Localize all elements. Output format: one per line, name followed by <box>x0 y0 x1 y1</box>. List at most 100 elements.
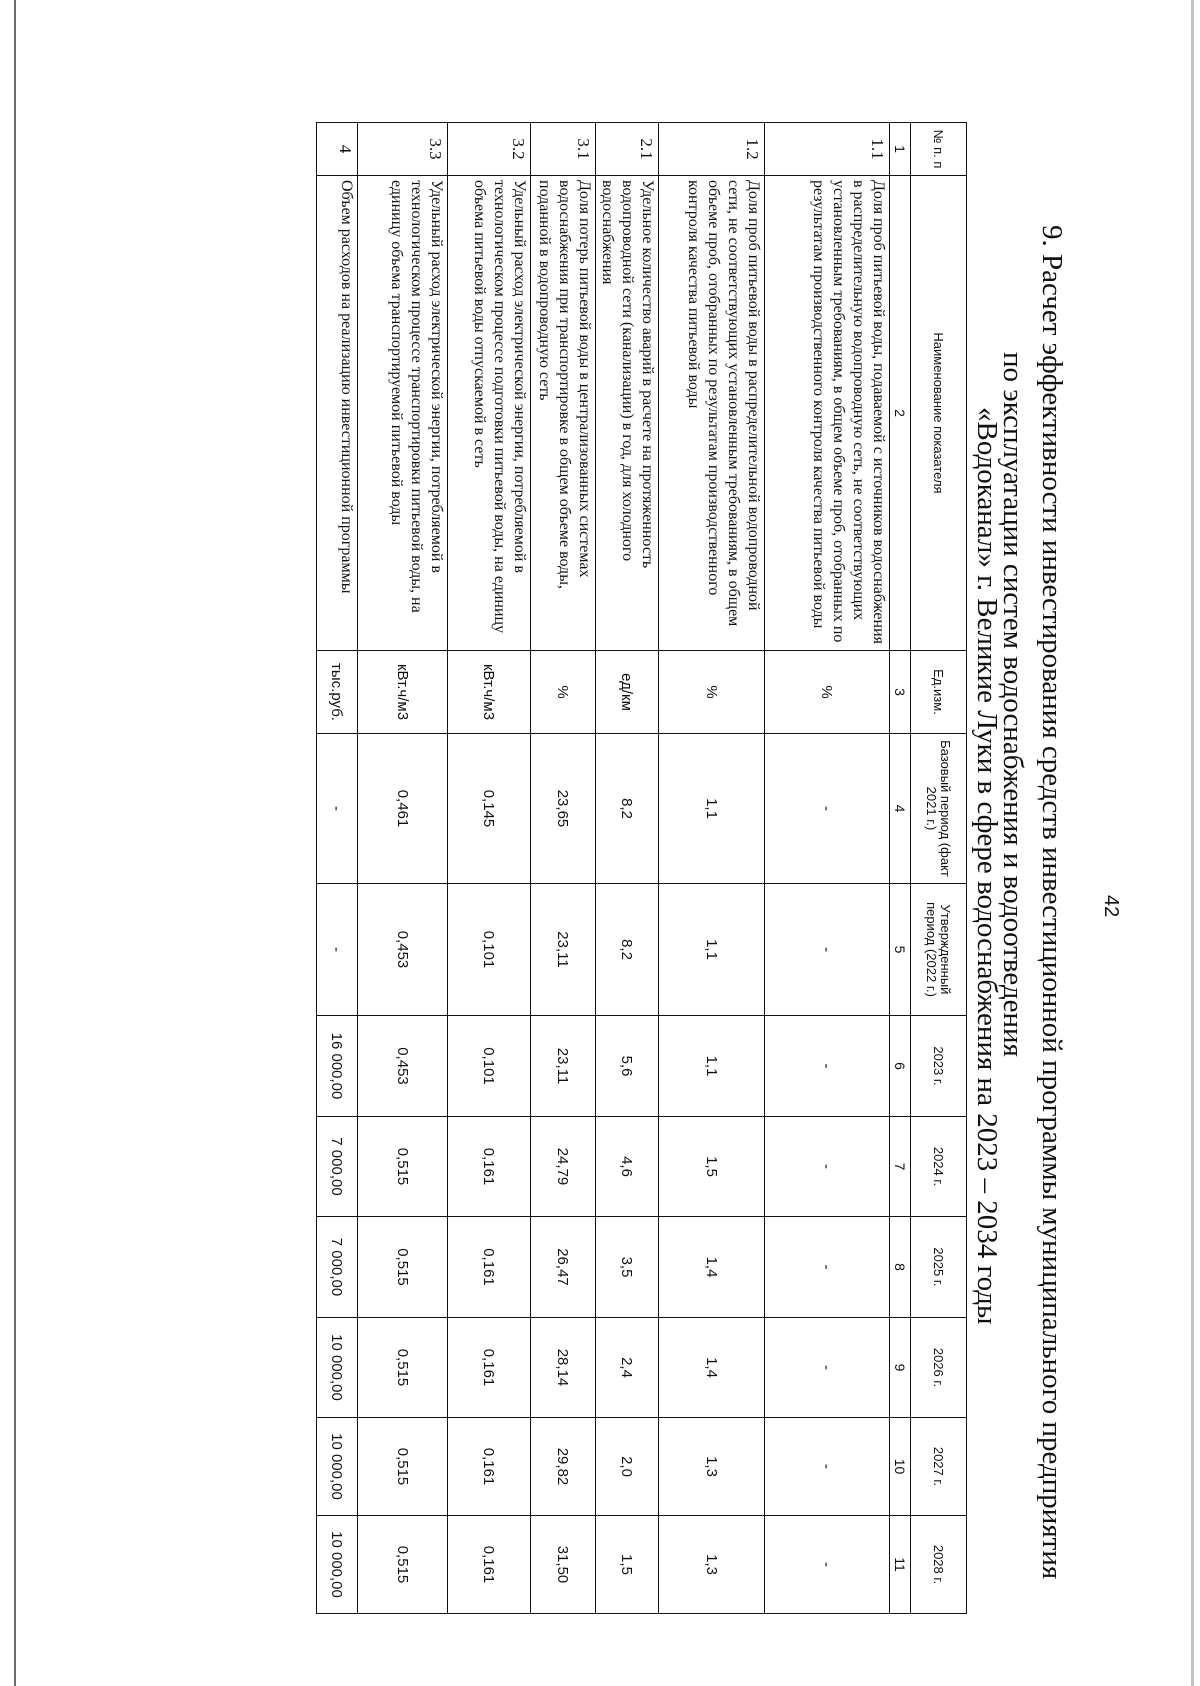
value-cell: 1,4 <box>658 1216 765 1318</box>
value-cell: 8,2 <box>595 883 659 1016</box>
table-row: 1.1 Доля проб питьевой воды, подаваемой с… <box>764 122 890 1614</box>
unit: % <box>764 650 890 734</box>
column-number: 1 <box>889 122 911 176</box>
value-cell: 10 000,00 <box>316 1317 358 1418</box>
scan-edge <box>14 0 16 1686</box>
column-number: 9 <box>889 1317 911 1418</box>
value-cell: 23,11 <box>530 1015 596 1117</box>
value-cell: 16 000,00 <box>316 1015 358 1117</box>
value-cell: 28,14 <box>530 1317 596 1418</box>
row-number: 1.2 <box>658 122 765 176</box>
value-cell: 0,515 <box>357 1216 448 1318</box>
value-cell: - <box>764 1015 890 1117</box>
indicator-name: Доля проб питьевой воды в распределитель… <box>658 175 765 651</box>
value-cell: - <box>316 883 358 1016</box>
column-number: 5 <box>889 883 911 1016</box>
indicator-name: Объем расходов на реализацию инвестицион… <box>316 175 358 651</box>
value-cell: 8,2 <box>595 733 659 884</box>
value-cell: 1,1 <box>658 733 765 884</box>
value-cell: - <box>764 1216 890 1318</box>
value-cell: 1,1 <box>658 883 765 1016</box>
value-cell: 3,5 <box>595 1216 659 1318</box>
column-number: 10 <box>889 1417 911 1516</box>
value-cell: 10 000,00 <box>316 1417 358 1516</box>
title-line-3: «Водоканал» г. Великие Луки в сфере водо… <box>971 407 1003 1325</box>
column-header: 2025 г. <box>910 1216 967 1318</box>
value-cell: 29,82 <box>530 1417 596 1516</box>
value-cell: 0,161 <box>447 1515 531 1614</box>
indicator-name: Удельный расход электрической энергии, п… <box>447 175 531 651</box>
row-number: 3.2 <box>447 122 531 176</box>
column-header: Ед.изм. <box>910 650 967 734</box>
column-header: 2027 г. <box>910 1417 967 1516</box>
column-header: 2028 г. <box>910 1515 967 1614</box>
unit: ед/км <box>595 650 659 734</box>
value-cell: 0,145 <box>447 733 531 884</box>
value-cell: 1,3 <box>658 1417 765 1516</box>
value-cell: 1,5 <box>595 1515 659 1614</box>
column-header: 2026 г. <box>910 1317 967 1418</box>
row-number: 1.1 <box>764 122 890 176</box>
value-cell: 24,79 <box>530 1116 596 1217</box>
value-cell: 0,161 <box>447 1116 531 1217</box>
page-number: 42 <box>1100 895 1122 918</box>
value-cell: 0,161 <box>447 1317 531 1418</box>
value-cell: - <box>764 883 890 1016</box>
column-header: 2023 г. <box>910 1015 967 1117</box>
value-cell: 23,11 <box>530 883 596 1016</box>
unit: % <box>658 650 765 734</box>
value-cell: 0,461 <box>357 733 448 884</box>
table-row: 4 Объем расходов на реализацию инвестицио… <box>316 122 358 1614</box>
row-number: 3.3 <box>357 122 448 176</box>
value-cell: 0,515 <box>357 1417 448 1516</box>
value-cell: 4,6 <box>595 1116 659 1217</box>
column-number: 2 <box>889 175 911 651</box>
table-row: 3.1 Доля потерь питьевой воды в централиз… <box>530 122 596 1614</box>
title-line-1: 9. Расчет эффективности инвестирования с… <box>1036 225 1068 1580</box>
row-number: 3.1 <box>530 122 596 176</box>
value-cell: 0,515 <box>357 1515 448 1614</box>
column-number: 7 <box>889 1116 911 1217</box>
row-number: 4 <box>316 122 358 176</box>
value-cell: 0,161 <box>447 1216 531 1318</box>
indicator-name: Удельный расход электрической энергии, п… <box>357 175 448 651</box>
column-header: № п. п <box>910 122 967 176</box>
value-cell: 0,161 <box>447 1417 531 1516</box>
value-cell: 23,65 <box>530 733 596 884</box>
value-cell: 0,515 <box>357 1317 448 1418</box>
value-cell: 0,101 <box>447 1015 531 1117</box>
value-cell: 0,101 <box>447 883 531 1016</box>
value-cell: 7 000,00 <box>316 1116 358 1217</box>
column-header: Базовый период (факт 2021 г.) <box>910 733 967 884</box>
efficiency-table: № п. п Наименование показателя Ед.изм. Базо… <box>316 122 967 1614</box>
value-cell: - <box>764 1116 890 1217</box>
indicator-name: Доля потерь питьевой воды в централизова… <box>530 175 596 651</box>
value-cell: 2,4 <box>595 1317 659 1418</box>
value-cell: 0,453 <box>357 1015 448 1117</box>
value-cell: 1,3 <box>658 1515 765 1614</box>
column-number: 3 <box>889 650 911 734</box>
indicator-name: Доля проб питьевой воды, подаваемой с ис… <box>764 175 890 651</box>
scan-edge <box>1191 0 1194 1686</box>
column-number: 4 <box>889 733 911 884</box>
unit: % <box>530 650 596 734</box>
value-cell: 0,515 <box>357 1116 448 1217</box>
value-cell: 5,6 <box>595 1015 659 1117</box>
unit: тыс.руб. <box>316 650 358 734</box>
value-cell: 1,4 <box>658 1317 765 1418</box>
value-cell: 1,5 <box>658 1116 765 1217</box>
column-number-row: 1 2 3 4 5 6 7 8 9 10 11 <box>889 122 911 1614</box>
column-number: 11 <box>889 1515 911 1614</box>
value-cell: - <box>764 1515 890 1614</box>
column-header: 2024 г. <box>910 1116 967 1217</box>
table-row: 2.1 Удельное количество аварий в расчете … <box>595 122 659 1614</box>
column-number: 8 <box>889 1216 911 1318</box>
value-cell: 10 000,00 <box>316 1515 358 1614</box>
value-cell: 1,1 <box>658 1015 765 1117</box>
value-cell: 26,47 <box>530 1216 596 1318</box>
value-cell: - <box>316 733 358 884</box>
indicator-name: Удельное количество аварий в расчете на … <box>595 175 659 651</box>
value-cell: 31,50 <box>530 1515 596 1614</box>
column-number: 6 <box>889 1015 911 1117</box>
